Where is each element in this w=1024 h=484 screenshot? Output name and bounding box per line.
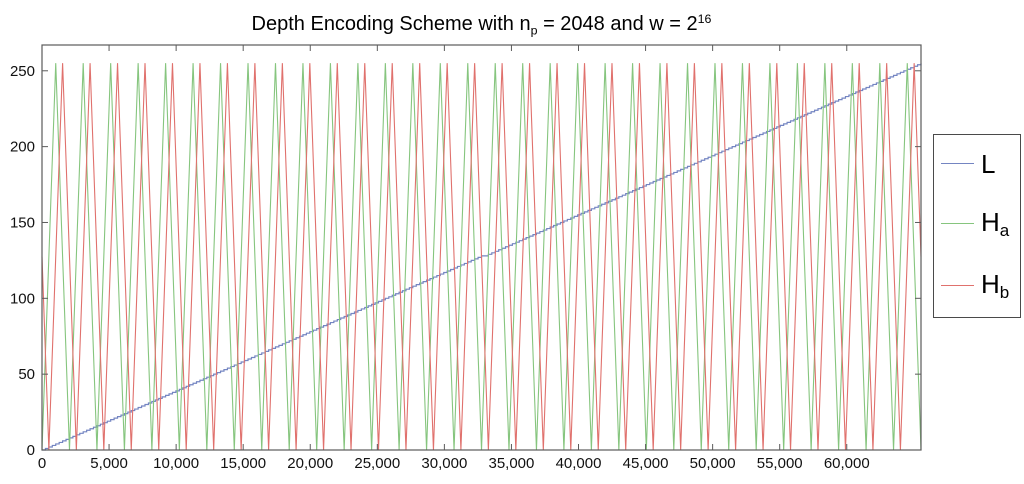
y-tick-label: 150 (10, 214, 35, 231)
x-tick-label: 25,000 (354, 455, 400, 472)
legend-item-Ha: Ha (934, 209, 1020, 239)
legend-item-L: L (934, 151, 1020, 177)
x-tick-label: 40,000 (556, 455, 602, 472)
y-tick-label: 200 (10, 139, 35, 156)
y-tick-label: 250 (10, 63, 35, 80)
x-tick-label: 15,000 (220, 455, 266, 472)
legend-label-subscript: a (999, 221, 1010, 240)
legend-label-L: L (981, 148, 996, 179)
legend-label-subscript: b (999, 283, 1010, 303)
x-tick-label: 45,000 (623, 455, 669, 472)
x-tick-label: 30,000 (421, 455, 467, 472)
x-tick-label: 10,000 (153, 455, 199, 472)
chart-title: Depth Encoding Scheme with np = 2048 and… (42, 5, 921, 45)
x-tick-label: 55,000 (757, 455, 803, 472)
legend-label-Hb: Hb (981, 268, 1010, 303)
y-tick-label: 50 (18, 366, 35, 383)
legend-item-Hb: Hb (934, 271, 1020, 301)
title-segment: p (530, 23, 538, 38)
title-segment: = 2048 and w = 2 (537, 12, 698, 35)
x-tick-label: 35,000 (488, 455, 534, 472)
title-segment: Depth Encoding Scheme with n (251, 12, 531, 35)
legend-line-sample-L (941, 163, 974, 165)
y-tick-label: 100 (10, 290, 35, 307)
x-tick-label: 0 (38, 455, 46, 472)
y-tick-label: 0 (27, 442, 35, 459)
legend-label-Ha: Ha (981, 206, 1010, 240)
x-tick-label: 60,000 (824, 455, 870, 472)
x-axis-ticks: 0 5,000 10,000 15,000 20,000 25,000 30,000 35,0… (38, 45, 870, 472)
legend: L Ha Hb (933, 134, 1021, 318)
plot-border (41, 44, 922, 451)
legend-line-sample-Hb (941, 285, 974, 287)
title-segment: 16 (697, 12, 712, 26)
x-tick-label: 20,000 (287, 455, 333, 472)
x-tick-label: 5,000 (90, 455, 128, 472)
y-axis-ticks: 0 50 100 150 200 250 (10, 63, 921, 459)
x-tick-label: 50,000 (690, 455, 736, 472)
series-line-Hb (41, 63, 922, 451)
legend-line-sample-Ha (941, 223, 974, 225)
